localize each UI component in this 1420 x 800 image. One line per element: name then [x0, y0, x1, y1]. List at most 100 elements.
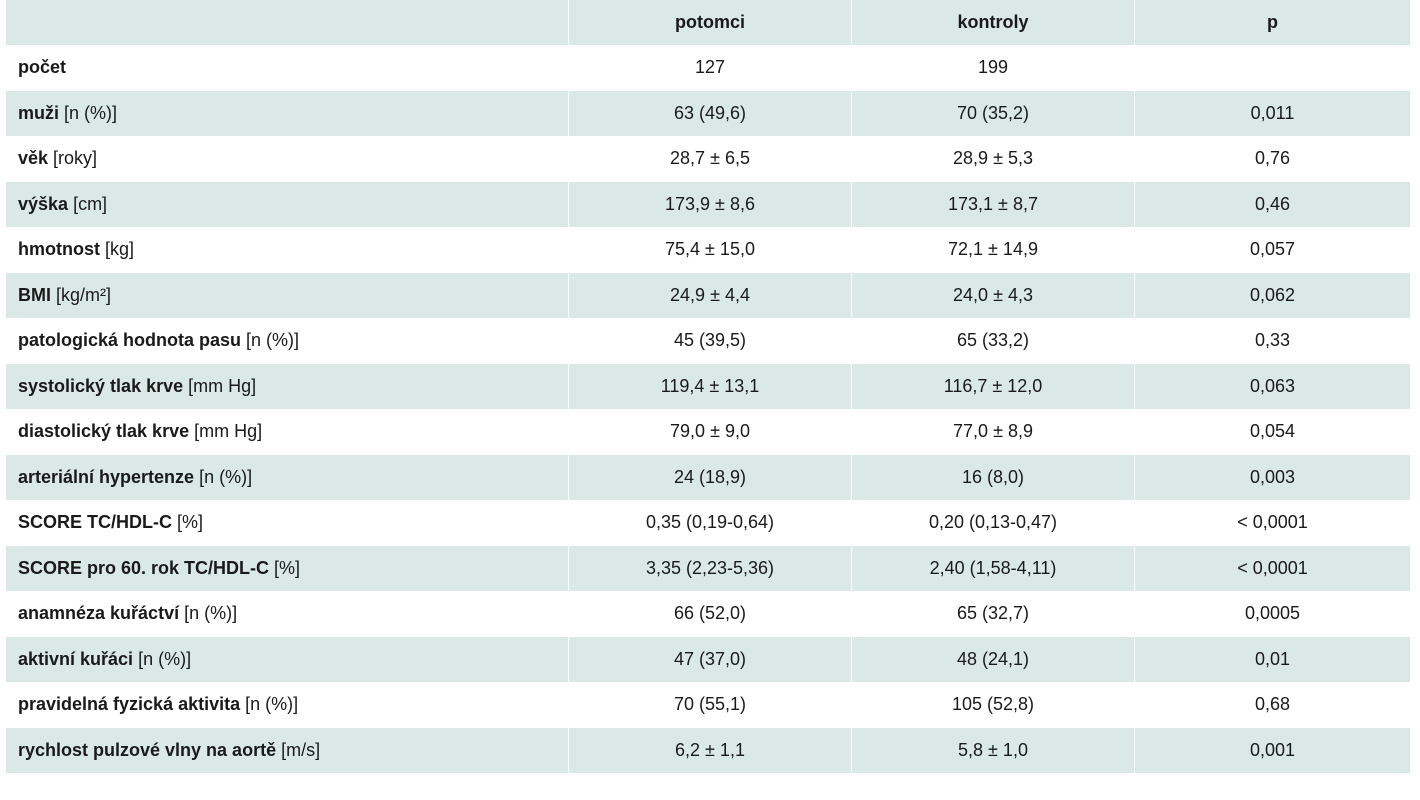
row-label-cell: SCORE TC/HDL-C [%]	[6, 500, 568, 546]
cell-kontroly: 65 (33,2)	[851, 318, 1134, 364]
row-label: muži	[18, 102, 60, 123]
row-unit: [n (%)]	[245, 694, 299, 715]
row-unit: [n (%)]	[184, 603, 238, 624]
cell-p: 0,011	[1134, 90, 1410, 136]
cell-p: 0,76	[1134, 136, 1410, 182]
cell-potomci: 24,9 ± 4,4	[568, 272, 851, 318]
row-unit: [m/s]	[281, 739, 321, 760]
row-unit: [mm Hg]	[194, 421, 263, 442]
cell-potomci: 173,9 ± 8,6	[568, 181, 851, 227]
cell-p	[1134, 45, 1410, 91]
table-row: rychlost pulzové vlny na aortě [m/s] 6,2 ±…	[6, 727, 1410, 774]
row-label-cell: pravidelná fyzická aktivita [n (%)]	[6, 682, 568, 728]
table-row: systolický tlak krve [mm Hg] 119,4 ± 13,1 1…	[6, 363, 1410, 410]
cell-kontroly: 173,1 ± 8,7	[851, 181, 1134, 227]
cell-kontroly: 77,0 ± 8,9	[851, 409, 1134, 455]
table-row: věk [roky] 28,7 ± 6,5 28,9 ± 5,3 0,76	[6, 136, 1410, 182]
header-col-potomci: potomci	[568, 0, 851, 45]
row-label: hmotnost	[18, 239, 100, 260]
row-label: věk	[18, 148, 49, 169]
cell-p: 0,001	[1134, 727, 1410, 773]
table-row: SCORE TC/HDL-C [%] 0,35 (0,19-0,64) 0,20 (0…	[6, 500, 1410, 546]
row-unit: [cm]	[73, 193, 108, 214]
cell-kontroly: 2,40 (1,58-4,11)	[851, 545, 1134, 591]
table-row: diastolický tlak krve [mm Hg] 79,0 ± 9,0 77…	[6, 409, 1410, 455]
cell-p: 0,062	[1134, 272, 1410, 318]
header-col-p: p	[1134, 0, 1410, 45]
row-label: BMI	[18, 284, 51, 305]
cell-potomci: 63 (49,6)	[568, 90, 851, 136]
cell-potomci: 45 (39,5)	[568, 318, 851, 364]
cell-potomci: 24 (18,9)	[568, 454, 851, 500]
cell-potomci: 6,2 ± 1,1	[568, 727, 851, 773]
cell-p: 0,054	[1134, 409, 1410, 455]
table-row: BMI [kg/m²] 24,9 ± 4,4 24,0 ± 4,3 0,062	[6, 272, 1410, 318]
cell-p: 0,057	[1134, 227, 1410, 273]
row-label-cell: rychlost pulzové vlny na aortě [m/s]	[6, 728, 568, 774]
row-label: patologická hodnota pasu	[18, 330, 242, 351]
table-row: SCORE pro 60. rok TC/HDL-C [%] 3,35 (2,23-…	[6, 545, 1410, 592]
cell-p: 0,68	[1134, 682, 1410, 728]
header-col-label	[6, 0, 568, 45]
cell-potomci: 70 (55,1)	[568, 682, 851, 728]
row-label-cell: patologická hodnota pasu [n (%)]	[6, 318, 568, 364]
cell-p: 0,01	[1134, 636, 1410, 682]
row-label: počet	[18, 57, 67, 78]
row-label: výška	[18, 193, 69, 214]
cell-kontroly: 70 (35,2)	[851, 90, 1134, 136]
row-unit: [kg/m²]	[56, 284, 112, 305]
row-label: rychlost pulzové vlny na aortě	[18, 739, 277, 760]
cell-potomci: 75,4 ± 15,0	[568, 227, 851, 273]
cell-potomci: 127	[568, 45, 851, 91]
row-label: anamnéza kuřáctví	[18, 603, 180, 624]
cell-p: < 0,0001	[1134, 500, 1410, 546]
cell-p: 0,46	[1134, 181, 1410, 227]
row-label-cell: systolický tlak krve [mm Hg]	[6, 364, 568, 410]
row-label: aktivní kuřáci	[18, 648, 134, 669]
cell-potomci: 47 (37,0)	[568, 636, 851, 682]
cell-kontroly: 65 (32,7)	[851, 591, 1134, 637]
row-label: arteriální hypertenze	[18, 466, 195, 487]
cell-p: < 0,0001	[1134, 545, 1410, 591]
row-unit: [%]	[177, 512, 204, 533]
row-label-cell: hmotnost [kg]	[6, 227, 568, 273]
row-label: systolický tlak krve	[18, 375, 184, 396]
row-label: pravidelná fyzická aktivita	[18, 694, 241, 715]
table-row: aktivní kuřáci [n (%)] 47 (37,0) 48 (24,1) 0…	[6, 636, 1410, 683]
row-label: SCORE TC/HDL-C	[18, 512, 172, 533]
cell-kontroly: 24,0 ± 4,3	[851, 272, 1134, 318]
table-row: pravidelná fyzická aktivita [n (%)] 70 (55…	[6, 682, 1410, 728]
header-col-kontroly: kontroly	[851, 0, 1134, 45]
cell-kontroly: 105 (52,8)	[851, 682, 1134, 728]
cell-kontroly: 116,7 ± 12,0	[851, 363, 1134, 409]
cell-kontroly: 16 (8,0)	[851, 454, 1134, 500]
row-label-cell: muži [n (%)]	[6, 91, 568, 137]
row-label-cell: aktivní kuřáci [n (%)]	[6, 637, 568, 683]
row-unit: [n (%)]	[64, 102, 118, 123]
table-body: počet 127 199 muži [n (%)] 63 (49,6) 70 (35,2)…	[6, 45, 1410, 773]
row-unit: [mm Hg]	[188, 375, 257, 396]
row-unit: [n (%)]	[138, 648, 192, 669]
row-unit: [n (%)]	[246, 330, 300, 351]
cell-potomci: 119,4 ± 13,1	[568, 363, 851, 409]
table-row: muži [n (%)] 63 (49,6) 70 (35,2) 0,011	[6, 90, 1410, 137]
cell-kontroly: 0,20 (0,13-0,47)	[851, 500, 1134, 546]
table-row: arteriální hypertenze [n (%)] 24 (18,9) 16 …	[6, 454, 1410, 501]
table-row: patologická hodnota pasu [n (%)] 45 (39,5)…	[6, 318, 1410, 364]
cell-kontroly: 28,9 ± 5,3	[851, 136, 1134, 182]
table-row: hmotnost [kg] 75,4 ± 15,0 72,1 ± 14,9 0,057	[6, 227, 1410, 273]
table-row: anamnéza kuřáctví [n (%)] 66 (52,0) 65 (32,…	[6, 591, 1410, 637]
cell-potomci: 28,7 ± 6,5	[568, 136, 851, 182]
cell-p: 0,33	[1134, 318, 1410, 364]
cell-potomci: 79,0 ± 9,0	[568, 409, 851, 455]
row-label-cell: SCORE pro 60. rok TC/HDL-C [%]	[6, 546, 568, 592]
cell-kontroly: 199	[851, 45, 1134, 91]
table-header: potomci kontroly p	[6, 0, 1410, 45]
cell-kontroly: 48 (24,1)	[851, 636, 1134, 682]
row-unit: [roky]	[53, 148, 98, 169]
row-label-cell: anamnéza kuřáctví [n (%)]	[6, 591, 568, 637]
row-unit: [%]	[274, 557, 301, 578]
row-label-cell: arteriální hypertenze [n (%)]	[6, 455, 568, 501]
row-label-cell: věk [roky]	[6, 136, 568, 182]
cell-potomci: 0,35 (0,19-0,64)	[568, 500, 851, 546]
